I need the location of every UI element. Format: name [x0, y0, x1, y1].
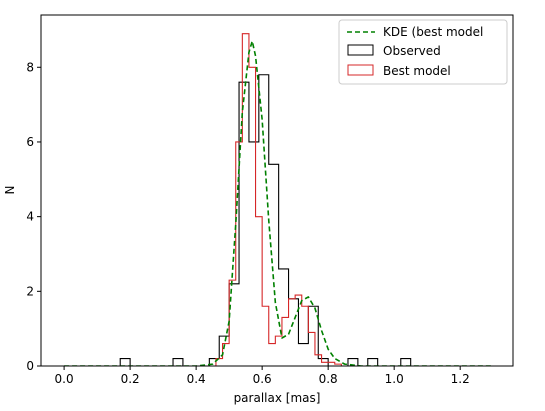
x-tick-label: 0.8 — [319, 372, 338, 386]
legend-best-model-label: Best model — [383, 64, 451, 78]
x-tick-label: 0.0 — [55, 372, 74, 386]
legend-kde-label: KDE (best model — [383, 25, 483, 39]
y-tick-label: 2 — [26, 284, 34, 298]
y-tick-label: 8 — [26, 60, 34, 74]
series-kde-line — [64, 40, 494, 366]
plot-area — [64, 33, 494, 366]
axis-ticks: 0.0 0.2 0.4 0.6 0.8 1.0 1.2 0 2 4 6 8 — [26, 60, 469, 386]
y-tick-label: 4 — [26, 210, 34, 224]
x-tick-label: 0.4 — [187, 372, 206, 386]
x-tick-label: 0.2 — [121, 372, 140, 386]
series-observed-step — [119, 74, 412, 366]
plot-frame — [40, 14, 514, 367]
legend: KDE (best model Observed Best model — [338, 19, 508, 85]
legend-box — [338, 19, 508, 85]
y-tick-label: 0 — [26, 359, 34, 373]
legend-observed-label: Observed — [383, 44, 441, 58]
x-tick-label: 1.0 — [385, 372, 404, 386]
x-tick-label: 1.2 — [451, 372, 470, 386]
y-tick-label: 6 — [26, 135, 34, 149]
legend-best-model-swatch — [347, 64, 374, 76]
legend-observed-swatch — [347, 44, 374, 56]
x-tick-label: 0.6 — [253, 372, 272, 386]
y-axis-label: N — [3, 186, 17, 195]
x-axis-label: parallax [mas] — [234, 391, 321, 405]
